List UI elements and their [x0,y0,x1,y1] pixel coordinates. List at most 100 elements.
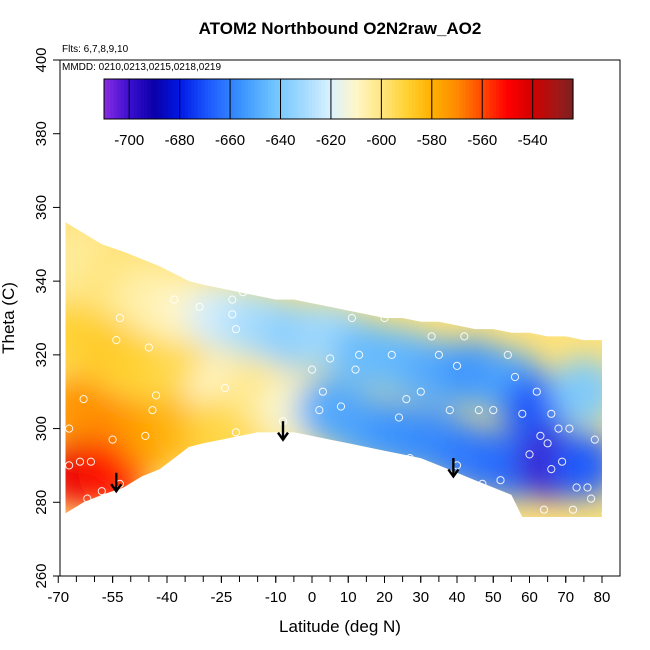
colorbar-step [402,79,407,119]
sample-point [590,435,599,444]
sample-point [144,343,153,352]
sample-point [587,494,596,503]
colorbar-step [241,79,246,119]
colorbar-step [428,79,433,119]
colorbar-step [207,79,212,119]
sample-point [231,428,240,437]
sample-point [547,465,556,474]
sample-point [402,395,411,404]
colorbar-step [335,79,340,119]
sample-point [65,424,74,433]
colorbar-step [542,79,547,119]
sample-point [344,295,353,304]
colorbar-step [516,79,520,119]
sample-point [112,336,121,345]
sample-point [503,350,512,359]
colorbar-tick-label: -700 [114,132,144,149]
colorbar-step [425,79,430,119]
colorbar-step [492,79,497,119]
colorbar-step [147,79,152,119]
colorbar: -700 -680 -660 -640 -620 -600 -580 -560 -540 [103,78,574,149]
x-tick-label: 80 [594,589,611,606]
colorbar-step [355,79,360,119]
sample-point [322,439,331,448]
colorbar-step [569,79,574,119]
colorbar-step [194,79,199,119]
colorbar-step [378,79,383,119]
colorbar-step [372,79,376,119]
flights-note: Flts: 6,7,8,9,10 [62,44,129,55]
colorbar-step [562,79,567,119]
colorbar-step [522,79,527,119]
colorbar-tick-label: -620 [316,132,346,149]
y-tick-label: 320 [33,342,50,367]
sample-point [79,395,88,404]
y-axis: 260 280 300 320 340 360 380 400 [33,47,60,589]
colorbar-step [365,79,370,119]
colorbar-step [284,79,289,119]
sample-point [373,277,382,286]
sample-point [568,505,578,514]
colorbar-frame [103,78,574,120]
colorbar-step [485,79,490,119]
colorbar-step [509,79,514,119]
colorbar-step [375,79,380,119]
colorbar-step [160,79,165,119]
y-tick-label: 260 [33,563,50,588]
colorbar-step [224,79,229,119]
colorbar-step [248,79,252,119]
colorbar-step [157,79,162,119]
colorbar-step [546,79,551,119]
colorbar-step [489,79,494,119]
colorbar-step [291,79,296,119]
sample-point [108,435,117,444]
sample-point [460,332,469,341]
colorbar-step [120,79,125,119]
colorbar-step [167,79,172,119]
colorbar-step [150,79,155,119]
colorbar-step [231,79,236,119]
colorbar-step [532,79,537,119]
colorbar-step [338,79,343,119]
colorbar-step [204,79,209,119]
colorbar-step [539,79,544,119]
colorbar-step [298,79,303,119]
colorbar-step [328,79,333,119]
x-axis-label: Latitude (deg N) [279,617,401,636]
colorbar-step [311,79,316,119]
colorbar-step [385,79,390,119]
colorbar-step [415,79,420,119]
colorbar-step [315,79,319,119]
x-tick-label: 40 [449,589,466,606]
sample-point [65,461,74,470]
colorbar-step [479,79,484,119]
y-tick-label: 300 [33,416,50,441]
colorbar-step [368,79,373,119]
colorbar-step [134,79,139,119]
sample-point [148,406,157,415]
sample-point [543,439,552,448]
colorbar-step [358,79,363,119]
colorbar-step [321,79,326,119]
sample-point [489,406,498,415]
colorbar-step [294,79,299,119]
colorbar-step [201,79,206,119]
arrow-marker [110,472,123,494]
colorbar-step [502,79,507,119]
colorbar-step [455,79,460,119]
arrow-head [447,468,460,479]
colorbar-step [351,79,356,119]
colorbar-step [398,79,403,119]
x-tick-label: 20 [376,589,393,606]
colorbar-tick-label: -580 [417,132,447,149]
colorbar-step [519,79,524,119]
colorbar-step [144,79,149,119]
colorbar-step [341,79,346,119]
colorbar-step [395,79,400,119]
colorbar-step [301,79,306,119]
colorbar-step [308,79,313,119]
colorbar-step [217,79,222,119]
colorbar-step [154,79,159,119]
colorbar-step [107,79,112,119]
sample-point [355,350,364,359]
